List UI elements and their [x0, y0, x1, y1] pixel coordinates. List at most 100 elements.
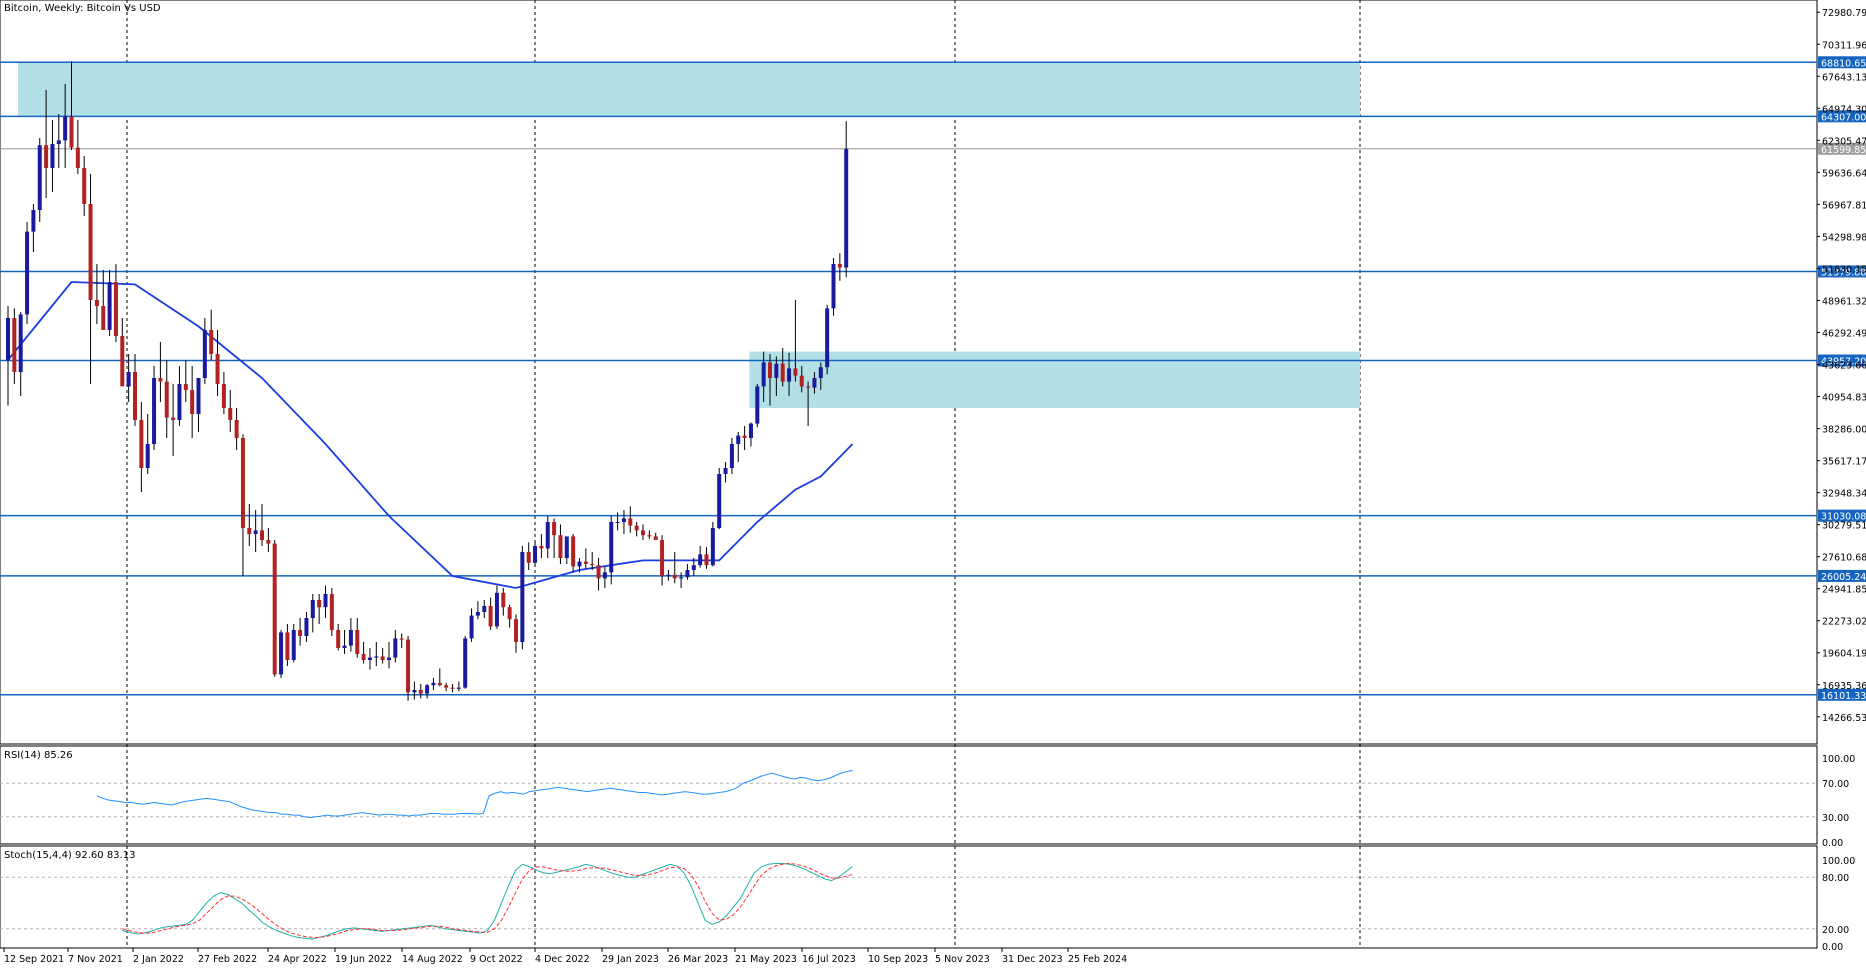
candle-body-71	[456, 687, 461, 689]
candle-body-86	[552, 522, 557, 536]
candle-body-89	[571, 536, 576, 567]
horizontal-levels: 68810.65 64307.00 51379.88 43957.20 31030.08…	[0, 56, 1866, 702]
candle-body-14	[94, 300, 99, 306]
price-tick-label-21: 16935.36	[1822, 681, 1866, 692]
level-label-bg-3	[1818, 354, 1866, 367]
candle-body-32	[209, 330, 214, 354]
date-label-13: 10 Sep 2023	[868, 954, 928, 965]
candle-body-87	[558, 535, 563, 558]
price-tick-label-22: 14266.53	[1822, 713, 1866, 724]
candle-body-78	[501, 592, 506, 608]
stoch-series-0	[122, 862, 853, 940]
date-label-1: 7 Nov 2021	[68, 954, 123, 965]
candle-body-100	[641, 530, 645, 536]
candle-body-51	[329, 594, 334, 630]
rsi-title: RSI(14) 85.26	[4, 750, 73, 761]
time-axis: 12 Sep 2021 7 Nov 2021 2 Jan 2022 27 Feb 20…	[3, 948, 1127, 965]
candle-body-2	[18, 314, 23, 372]
candle-body-19	[126, 372, 131, 387]
candle-body-114	[729, 444, 734, 468]
price-tick-label-17: 27610.68	[1822, 553, 1866, 564]
price-tick-label-8: 51630.15	[1822, 264, 1866, 275]
price-tick-label-14: 35617.17	[1822, 457, 1866, 468]
price-tick-label-6: 56967.81	[1822, 200, 1866, 211]
rsi-plot-frame	[0, 745, 1818, 845]
level-label-1: 64307.00	[1821, 112, 1866, 123]
candle-body-38	[247, 528, 252, 534]
candle-body-10	[69, 116, 74, 148]
candle-body-60	[387, 657, 391, 660]
price-tick-label-2: 67643.13	[1822, 72, 1866, 83]
candle-body-42	[272, 543, 277, 675]
candle-body-53	[342, 645, 347, 648]
candle-body-96	[615, 522, 620, 523]
price-axis: 72980.79 70311.96 67643.13 64974.30 62305.47…	[1817, 8, 1866, 724]
candle-body-54	[348, 630, 353, 646]
candle-body-34	[221, 384, 226, 408]
price-tick-label-18: 24941.85	[1822, 585, 1866, 596]
price-tick-label-10: 46292.49	[1822, 328, 1866, 339]
level-label-3: 43957.20	[1821, 357, 1866, 368]
date-label-15: 31 Dec 2023	[1002, 954, 1063, 965]
candle-body-111	[710, 528, 715, 566]
candle-body-104	[666, 574, 671, 576]
candle-body-22	[145, 444, 150, 468]
candle-body-52	[336, 630, 341, 648]
price-tick-label-5: 59636.64	[1822, 168, 1866, 179]
level-label-bg-5	[1818, 569, 1866, 582]
date-label-6: 14 Aug 2022	[402, 954, 463, 965]
candle-body-24	[158, 378, 163, 382]
last-price-label: 61599.85	[1821, 145, 1866, 156]
candle-body-92	[590, 564, 595, 566]
candle-body-88	[564, 536, 569, 558]
candle-body-33	[215, 354, 220, 384]
candle-body-9	[63, 116, 68, 141]
date-label-9: 29 Jan 2023	[602, 954, 659, 965]
candle-body-39	[253, 530, 258, 534]
candle-body-93	[596, 565, 601, 579]
candle-body-18	[120, 336, 125, 387]
stoch-panel: 100.00 80.00 20.00 0.00	[0, 856, 1855, 953]
candle-body-128	[818, 367, 823, 378]
stoch-tick-label-3: 0.00	[1822, 942, 1843, 953]
price-tick-label-20: 19604.19	[1822, 649, 1866, 660]
date-label-8: 4 Dec 2022	[535, 954, 590, 965]
candle-body-115	[736, 435, 741, 444]
candle-body-97	[621, 518, 626, 522]
candle-body-70	[450, 687, 455, 689]
candle-body-58	[374, 656, 379, 658]
level-label-bg-4	[1818, 509, 1866, 522]
date-label-11: 21 May 2023	[735, 954, 797, 965]
date-label-7: 9 Oct 2022	[470, 954, 523, 965]
candle-body-31	[202, 330, 207, 378]
candle-body-15	[101, 306, 106, 330]
price-tick-label-12: 40954.83	[1822, 393, 1866, 404]
candle-body-3	[25, 231, 30, 315]
candle-body-107	[685, 570, 690, 578]
candle-body-47	[304, 618, 309, 636]
candle-body-76	[488, 606, 493, 627]
stoch-title: Stoch(15,4,4) 92.60 83.13	[4, 850, 135, 861]
candle-body-106	[679, 577, 684, 579]
candle-body-50	[323, 594, 328, 608]
candle-body-0	[6, 318, 10, 360]
candle-body-20	[133, 372, 137, 420]
candle-body-48	[310, 600, 315, 618]
date-label-0: 12 Sep 2021	[4, 954, 64, 965]
date-label-2: 2 Jan 2022	[133, 954, 184, 965]
level-label-6: 16101.33	[1821, 691, 1866, 702]
date-label-14: 5 Nov 2023	[935, 954, 990, 965]
date-label-12: 16 Jul 2023	[802, 954, 856, 965]
price-tick-label-9: 48961.32	[1822, 296, 1866, 307]
candle-body-109	[698, 554, 703, 566]
level-label-2: 51379.88	[1821, 267, 1866, 278]
candle-body-98	[628, 518, 633, 526]
candle-body-26	[171, 417, 176, 420]
candle-body-84	[539, 546, 544, 549]
candle-body-35	[228, 408, 233, 420]
candle-body-28	[183, 384, 188, 390]
stoch-tick-label-1: 80.00	[1822, 873, 1849, 884]
candle-body-105	[672, 574, 677, 579]
